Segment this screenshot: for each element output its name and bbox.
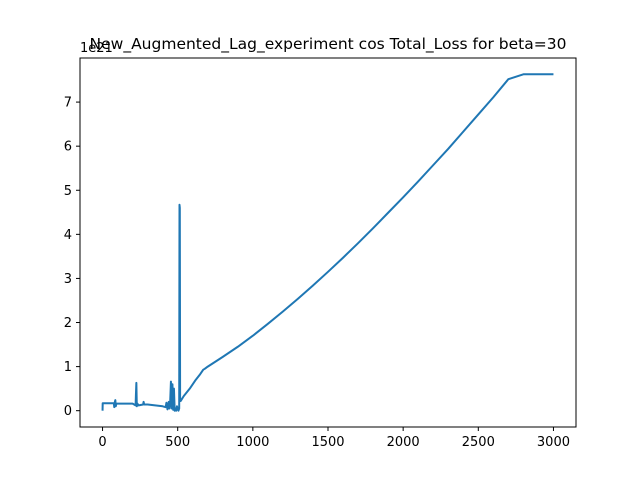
series-line-0 xyxy=(101,73,554,412)
x-tick-label: 500 xyxy=(165,435,190,450)
x-tick-label: 2000 xyxy=(387,435,420,450)
y-tick-label: 3 xyxy=(64,272,72,287)
x-tick-label: 2500 xyxy=(462,435,495,450)
y-axis-offset-label: 1e21 xyxy=(80,41,113,56)
y-tick-label: 4 xyxy=(64,228,72,243)
y-tick-label: 2 xyxy=(64,316,72,331)
x-axis: 0 500 1000 1500 2000 2500 3000 xyxy=(98,427,570,450)
x-tick-label: 3000 xyxy=(537,435,570,450)
y-tick-label: 7 xyxy=(64,96,72,111)
y-tick-label: 5 xyxy=(64,184,72,199)
y-axis: 0 1 2 3 4 5 6 7 xyxy=(64,96,80,419)
plot-area xyxy=(101,73,554,412)
y-tick-label: 6 xyxy=(64,140,72,155)
x-tick-label: 1000 xyxy=(236,435,269,450)
y-tick-label: 0 xyxy=(64,404,72,419)
x-tick-label: 0 xyxy=(98,435,106,450)
y-tick-label: 1 xyxy=(64,360,72,375)
x-tick-label: 1500 xyxy=(311,435,344,450)
chart-title: New_Augmented_Lag_experiment cos Total_L… xyxy=(90,35,567,54)
